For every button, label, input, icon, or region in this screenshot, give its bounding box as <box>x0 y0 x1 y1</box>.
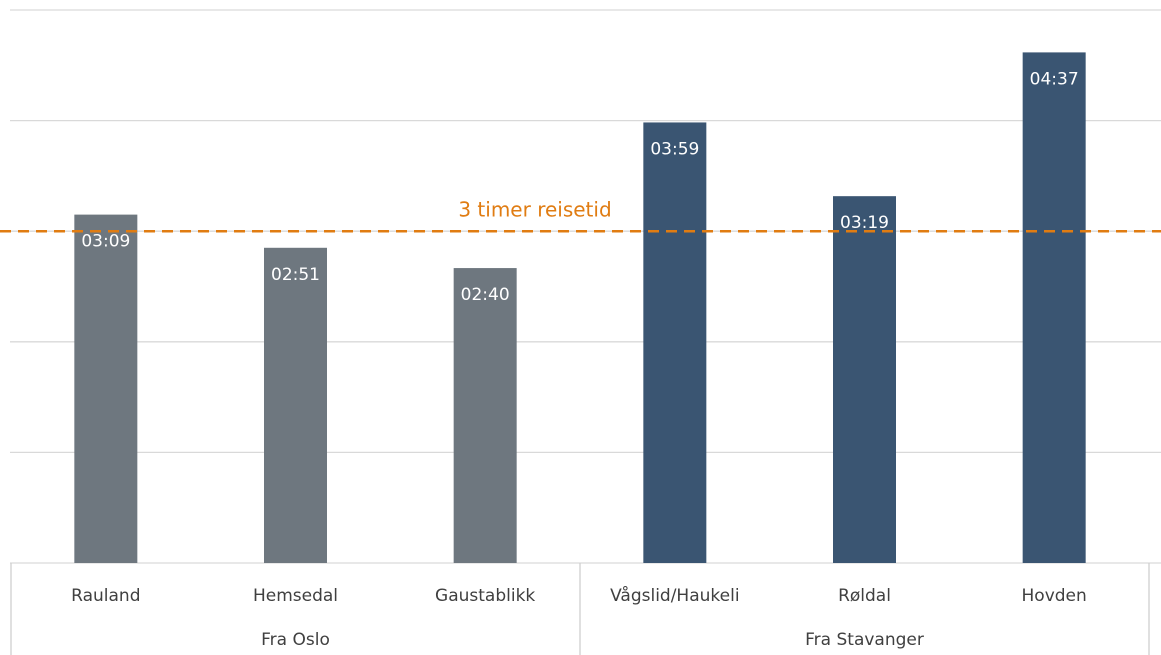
value-label: 03:59 <box>650 139 699 159</box>
bar <box>453 268 517 563</box>
value-label: 02:51 <box>271 265 320 285</box>
x-tick-label: Gaustablikk <box>435 586 535 606</box>
value-label: 03:09 <box>81 232 130 252</box>
x-tick-label: Hemsedal <box>253 586 338 606</box>
reference-label: 3 timer reisetid <box>458 198 611 222</box>
group-label: Fra Stavanger <box>805 630 924 650</box>
bar <box>643 122 707 564</box>
bar <box>264 247 327 564</box>
bar <box>833 196 896 563</box>
bar <box>1022 52 1086 563</box>
x-tick-label: Hovden <box>1022 586 1087 606</box>
value-label: 03:19 <box>840 213 889 233</box>
x-tick-label: Vågslid/Haukeli <box>610 585 739 606</box>
bar <box>74 214 138 564</box>
value-label: 04:37 <box>1030 69 1079 89</box>
x-tick-label: Rauland <box>71 586 140 606</box>
value-label: 02:40 <box>461 285 510 305</box>
x-tick-label: Røldal <box>838 586 891 606</box>
group-label: Fra Oslo <box>261 630 330 650</box>
